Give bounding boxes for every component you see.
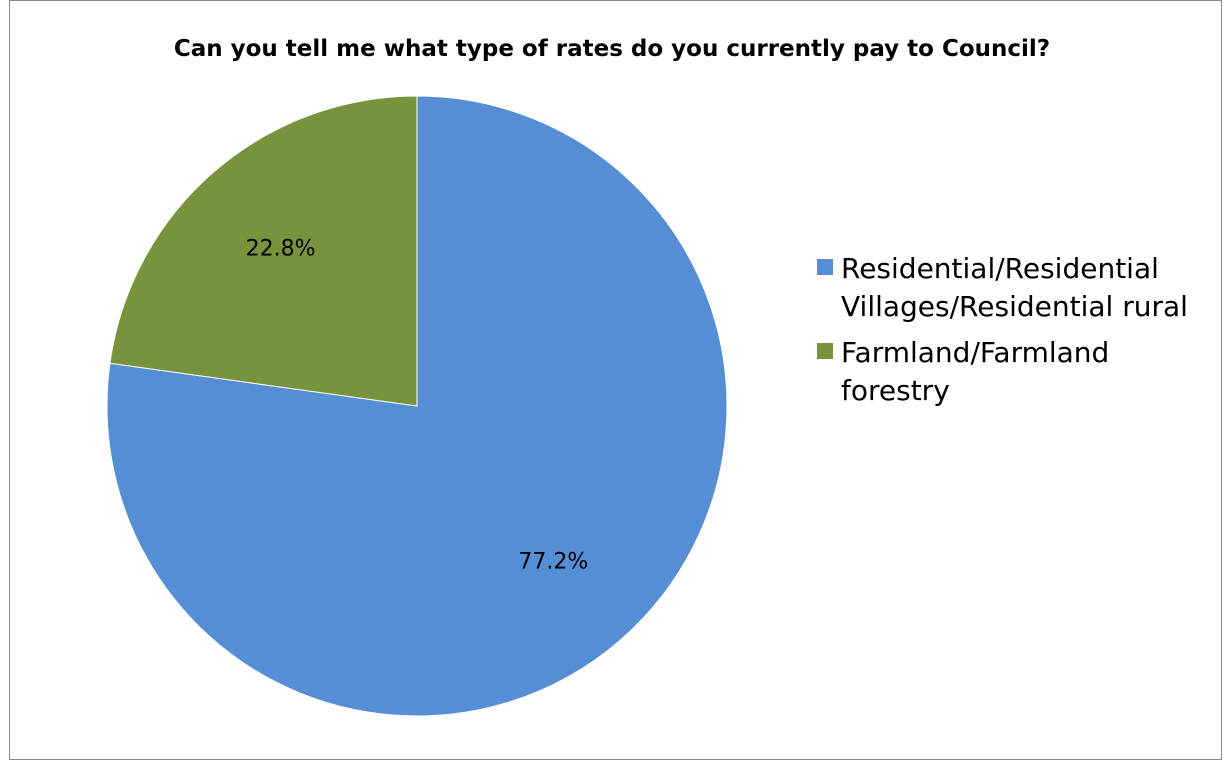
legend: Residential/Residential Villages/Residen… [817, 250, 1197, 418]
legend-label-residential: Residential/Residential Villages/Residen… [841, 252, 1188, 323]
legend-label-farmland: Farmland/Farmland forestry [841, 336, 1110, 407]
pie-chart: 77.2% 22.8% [106, 95, 728, 717]
legend-item-farmland: Farmland/Farmland forestry [817, 334, 1197, 410]
legend-item-residential: Residential/Residential Villages/Residen… [817, 250, 1197, 326]
pie-slice-farmland [109, 95, 418, 407]
pie-slices [106, 95, 728, 717]
pie-slice-residential [106, 95, 728, 717]
legend-swatch-residential [817, 259, 833, 275]
legend-swatch-farmland [817, 343, 833, 359]
slice-label-residential: 77.2% [518, 550, 588, 575]
chart-title: Can you tell me what type of rates do yo… [173, 36, 1051, 62]
pie-labels: 77.2% 22.8% [246, 236, 589, 574]
slice-label-farmland: 22.8% [246, 236, 316, 261]
